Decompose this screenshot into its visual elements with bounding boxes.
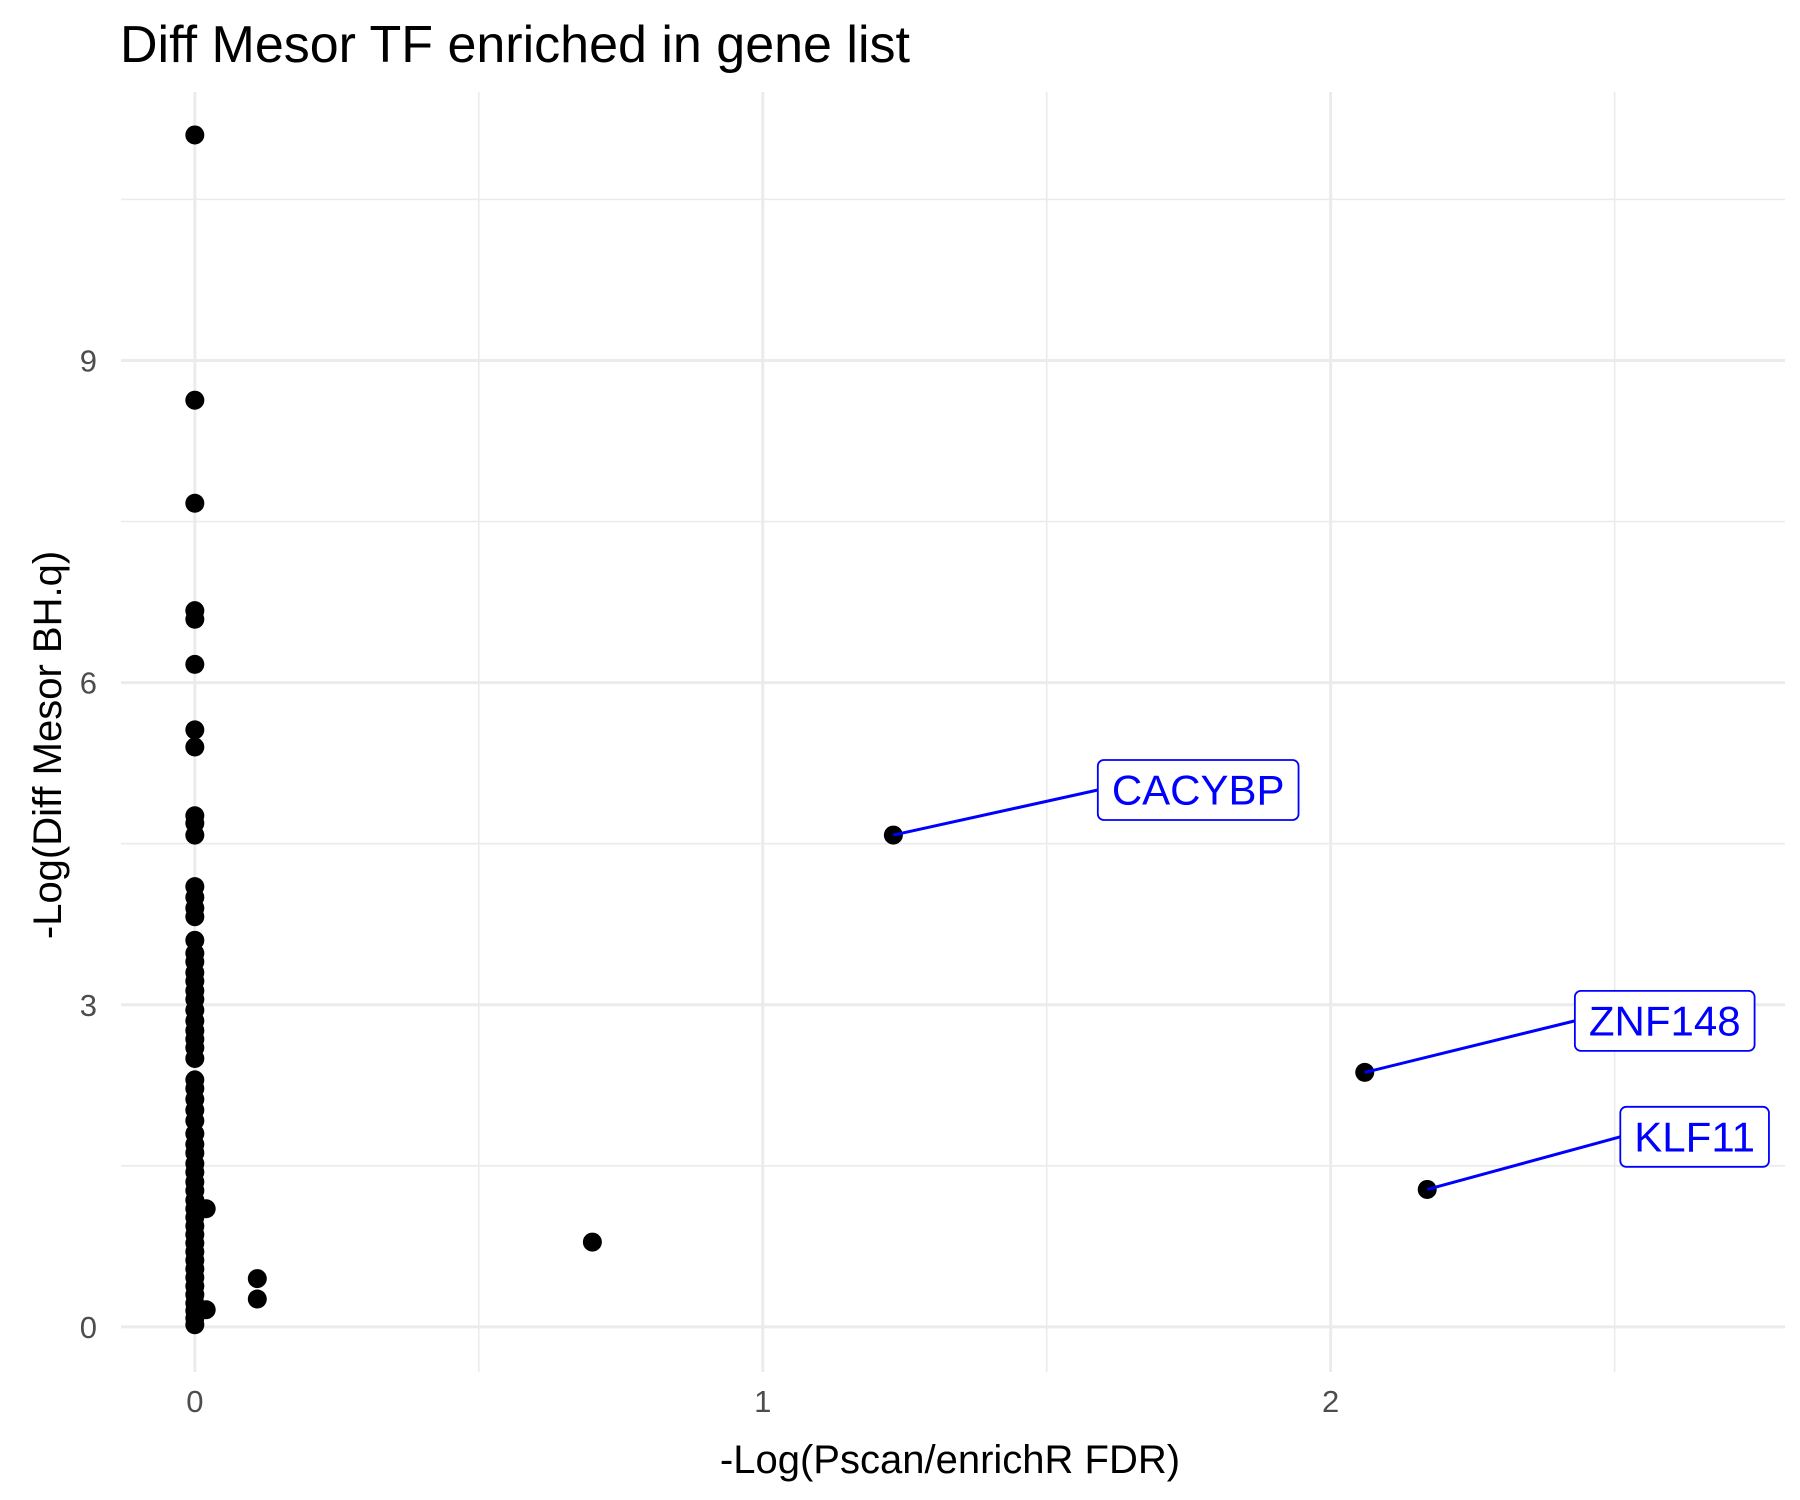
data-point (185, 390, 205, 410)
y-axis-title: -Log(Diff Mesor BH.q) (26, 551, 70, 939)
data-point (185, 1315, 205, 1335)
major-gridlines (121, 92, 1785, 1372)
annotation-label: CACYBP (1112, 767, 1285, 814)
y-tick-label: 6 (80, 666, 97, 701)
y-tick-label: 0 (80, 1310, 97, 1345)
data-point (185, 907, 205, 927)
data-point (185, 737, 205, 757)
data-point (185, 125, 205, 145)
y-tick-label: 9 (80, 343, 97, 378)
minor-gridlines (121, 92, 1785, 1372)
annotation-connector (1364, 1019, 1576, 1074)
data-point (185, 720, 205, 740)
x-tick-label: 1 (754, 1384, 771, 1419)
annotation-connector (1426, 1135, 1621, 1191)
annotation-box (1619, 1105, 1770, 1168)
point-annotations: CACYBP ZNF148 KLF11 (893, 759, 1770, 1191)
annotation-klf11: KLF11 (1426, 1105, 1770, 1191)
annotation-box (1096, 759, 1300, 821)
y-tick-label: 3 (80, 988, 97, 1023)
data-point (247, 1269, 267, 1289)
annotation-label: KLF11 (1634, 1114, 1755, 1161)
data-point (582, 1232, 602, 1252)
annotation-box (1573, 989, 1756, 1052)
x-axis-ticks: 0 1 2 (186, 1384, 1339, 1419)
x-tick-label: 0 (186, 1384, 203, 1419)
data-point (185, 825, 205, 845)
chart-title: Diff Mesor TF enriched in gene list (120, 16, 911, 74)
data-point (247, 1289, 267, 1309)
data-point (185, 493, 205, 513)
annotation-cacybp: CACYBP (893, 759, 1300, 837)
annotation-label: ZNF148 (1589, 998, 1741, 1045)
data-point (196, 1300, 216, 1320)
x-tick-label: 2 (1322, 1384, 1339, 1419)
data-points (185, 125, 1437, 1335)
annotation-znf148: ZNF148 (1364, 989, 1756, 1074)
data-point (185, 654, 205, 674)
data-point (196, 1199, 216, 1219)
data-point (185, 609, 205, 629)
data-point (185, 1048, 205, 1068)
x-axis-title: -Log(Pscan/enrichR FDR) (720, 1438, 1180, 1482)
annotation-connector (893, 788, 1099, 837)
y-axis-ticks: 0 3 6 9 (80, 343, 97, 1344)
